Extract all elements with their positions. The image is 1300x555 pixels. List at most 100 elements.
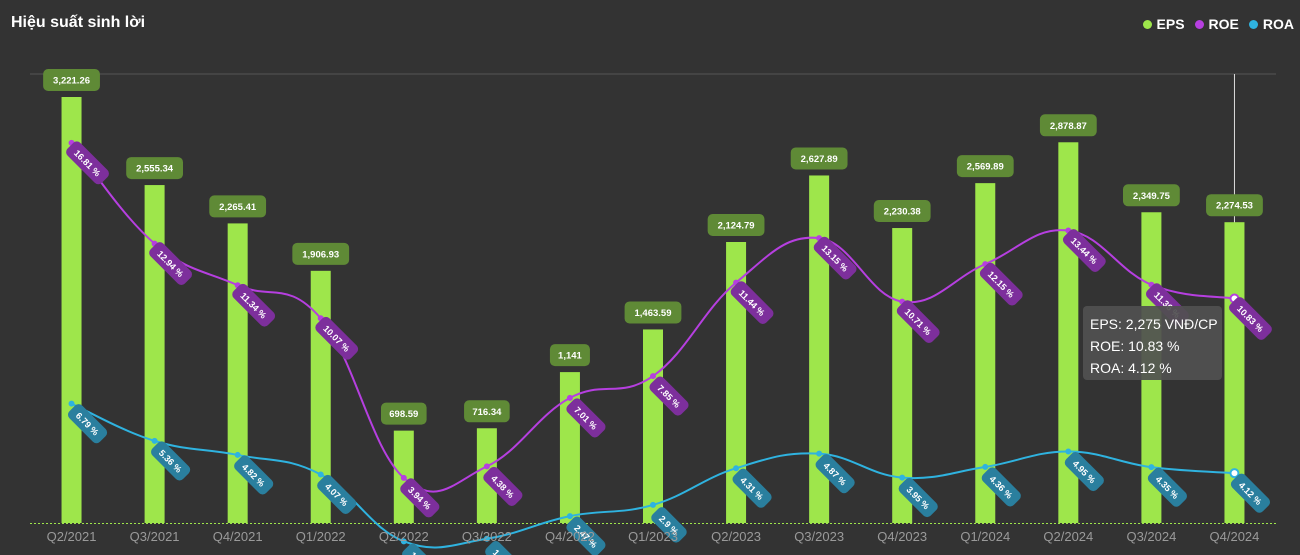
roe-label-bg	[649, 376, 689, 416]
roe-point	[650, 373, 656, 380]
roa-label-bg	[1064, 451, 1104, 492]
legend-label-eps: EPS	[1156, 16, 1185, 32]
x-tick-label: Q3/2022	[462, 529, 512, 544]
roa-point	[317, 471, 324, 478]
eps-data-label: 2,349.75	[1123, 184, 1180, 207]
tooltip-eps: EPS: 2,275 VNĐ/CP	[1090, 316, 1218, 332]
roa-point	[1065, 448, 1072, 455]
x-tick-label: Q3/2021	[130, 529, 180, 544]
legend-item-roe[interactable]: ROE	[1194, 16, 1239, 32]
legend-item-roa[interactable]: ROA	[1248, 16, 1294, 32]
legend-label-roa: ROA	[1262, 16, 1294, 32]
eps-data-label: 1,141	[549, 344, 590, 367]
eps-label-text: 1,906.93	[302, 249, 339, 260]
roe-label-bg	[232, 283, 276, 327]
roa-point	[234, 451, 241, 458]
roa-label-bg	[566, 516, 606, 555]
roe-point	[483, 463, 490, 470]
eps-label-bg	[381, 402, 427, 425]
legend-label-roe: ROE	[1208, 16, 1239, 32]
roe-label-bg	[66, 141, 109, 185]
legend-item-eps[interactable]: EPS	[1142, 16, 1185, 32]
roa-point	[566, 513, 573, 520]
eps-label-bg	[956, 155, 1014, 178]
eps-label-bg	[790, 147, 848, 170]
roe-label-bg	[1062, 229, 1106, 272]
roe-label-bg	[566, 398, 606, 438]
roa-point	[1148, 464, 1155, 471]
roa-label-text: 1.6 %	[491, 547, 514, 555]
roa-point	[816, 450, 823, 457]
x-tick-label: Q3/2023	[794, 529, 844, 544]
eps-data-label: 1,463.59	[624, 301, 682, 324]
eps-data-label: 2,230.38	[873, 200, 931, 223]
eps-data-label: 2,124.79	[707, 214, 765, 237]
eps-data-label: 2,555.34	[126, 157, 183, 180]
eps-label-text: 698.59	[389, 409, 418, 420]
eps-label-text: 2,555.34	[136, 164, 174, 175]
eps-label-bg	[873, 200, 931, 223]
roa-data-label: 1.6 %	[485, 541, 521, 555]
eps-data-label: 2,878.87	[1039, 114, 1097, 137]
eps-data-label: 716.34	[464, 400, 510, 423]
roa-point	[899, 474, 906, 481]
roe-label-bg	[315, 316, 359, 360]
tooltip-roa: ROA: 4.12 %	[1090, 360, 1172, 376]
eps-data-label: 2,274.53	[1206, 194, 1263, 217]
x-tick-label: Q1/2024	[960, 529, 1010, 544]
eps-data-label: 698.59	[381, 402, 427, 425]
roa-label-bg	[898, 478, 938, 518]
x-tick-label: Q4/2021	[213, 529, 263, 544]
roa-label-bg	[485, 541, 521, 555]
eps-label-text: 2,230.38	[884, 207, 921, 218]
eps-label-bg	[1039, 114, 1097, 137]
roa-point	[1229, 468, 1240, 479]
roe-label-bg	[730, 281, 774, 325]
eps-label-text: 2,627.89	[801, 154, 838, 165]
roa-data-label: 2.9 %	[651, 507, 687, 543]
eps-data-label: 1,906.93	[292, 242, 350, 265]
eps-label-bg	[549, 344, 590, 367]
eps-label-text: 1,463.59	[635, 308, 672, 319]
eps-label-bg	[292, 242, 350, 265]
eps-label-bg	[126, 157, 183, 180]
eps-label-bg	[707, 214, 765, 237]
eps-label-text: 2,878.87	[1050, 121, 1087, 132]
roa-point	[733, 465, 740, 472]
roa-label-bg	[234, 455, 274, 495]
eps-label-text: 716.34	[472, 407, 502, 418]
roe-label-bg	[979, 262, 1023, 306]
eps-bar	[809, 175, 830, 523]
roe-label-bg	[813, 236, 857, 280]
roe-point	[400, 474, 407, 481]
roa-point	[483, 535, 490, 542]
x-tick-label: Q1/2023	[628, 529, 678, 544]
roa-label-bg	[151, 441, 191, 481]
eps-label-bg	[43, 69, 100, 91]
eps-bar	[726, 242, 747, 523]
x-tick-label: Q4/2022	[545, 529, 595, 544]
roa-label-bg	[1147, 467, 1187, 507]
roe-label-bg	[483, 466, 523, 506]
roa-label-bg	[981, 467, 1021, 507]
roa-label-bg	[402, 543, 438, 555]
roa-point	[68, 400, 75, 407]
eps-data-label: 2,265.41	[209, 195, 267, 218]
roa-label-bg	[67, 404, 108, 444]
eps-label-bg	[1206, 194, 1263, 217]
eps-label-text: 3,221.26	[53, 76, 90, 87]
eps-label-text: 2,124.79	[718, 221, 755, 232]
legend-dot-roa-icon	[1248, 19, 1258, 29]
roa-point	[151, 437, 158, 444]
eps-label-bg	[464, 400, 510, 423]
roe-label-bg	[149, 242, 193, 285]
eps-data-label: 2,627.89	[790, 147, 848, 170]
tooltip-roe: ROE: 10.83 %	[1090, 338, 1180, 354]
eps-label-text: 2,274.53	[1216, 201, 1253, 212]
x-tick-label: Q3/2024	[1126, 529, 1176, 544]
roa-point	[650, 501, 656, 508]
eps-data-label: 3,221.26	[43, 69, 100, 91]
roa-label-bg	[815, 454, 855, 494]
eps-label-bg	[1123, 184, 1180, 207]
